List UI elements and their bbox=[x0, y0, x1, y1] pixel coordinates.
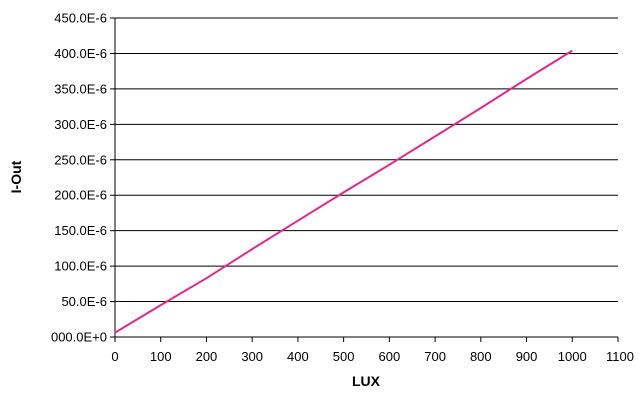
x-tick-label: 1100 bbox=[606, 349, 634, 364]
x-tick-label: 300 bbox=[241, 349, 263, 364]
series-layer bbox=[114, 49, 573, 334]
y-tick-label: 300.0E-6 bbox=[54, 117, 107, 132]
x-tick-label: 700 bbox=[424, 349, 446, 364]
y-tick-label: 150.0E-6 bbox=[54, 223, 107, 238]
y-tick-label: 200.0E-6 bbox=[54, 188, 107, 203]
x-tick-labels: 0 100 200 300 400 500 600 700 800 900 1000 1100 bbox=[111, 349, 634, 364]
y-tick-label: 50.0E-6 bbox=[61, 294, 107, 309]
y-tick-label: 400.0E-6 bbox=[54, 46, 107, 61]
x-tick-label: 200 bbox=[196, 349, 218, 364]
series-line bbox=[114, 49, 573, 334]
x-axis-title: LUX bbox=[352, 373, 381, 389]
x-tick-label: 1000 bbox=[558, 349, 587, 364]
y-tick-label: 250.0E-6 bbox=[54, 152, 107, 167]
y-tick-label: 450.0E-6 bbox=[54, 11, 107, 26]
y-tick-label: 350.0E-6 bbox=[54, 81, 107, 96]
x-tick-label: 500 bbox=[333, 349, 355, 364]
y-tick-label: 000.0E+0 bbox=[51, 330, 107, 345]
gridlines bbox=[115, 17, 618, 303]
y-tick-label: 100.0E-6 bbox=[54, 259, 107, 274]
y-tick-labels: 000.0E+0 50.0E-6 100.0E-6 150.0E-6 200.0E-6 2… bbox=[51, 11, 107, 345]
axes bbox=[110, 17, 619, 342]
x-tick-label: 900 bbox=[516, 349, 538, 364]
x-tick-label: 400 bbox=[287, 349, 309, 364]
x-tick-label: 0 bbox=[111, 349, 118, 364]
x-tick-label: 100 bbox=[150, 349, 172, 364]
x-tick-label: 600 bbox=[379, 349, 401, 364]
y-axis-title: I-Out bbox=[8, 160, 24, 193]
x-tick-label: 800 bbox=[470, 349, 492, 364]
